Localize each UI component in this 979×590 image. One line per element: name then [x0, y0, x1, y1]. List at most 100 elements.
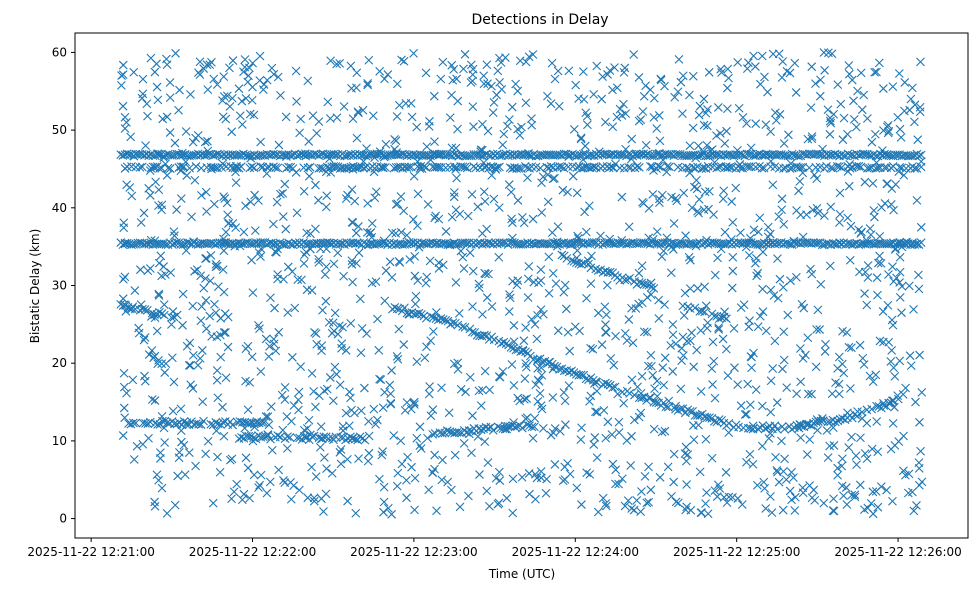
- data-point: [654, 314, 664, 323]
- data-point: [352, 68, 362, 78]
- data-point: [399, 206, 409, 216]
- data-point: [195, 70, 205, 79]
- data-point: [758, 284, 767, 294]
- data-point: [383, 503, 393, 513]
- data-point: [338, 322, 348, 332]
- data-point: [266, 402, 276, 411]
- data-point: [417, 309, 426, 319]
- data-point: [749, 225, 759, 235]
- data-point: [727, 235, 736, 244]
- data-point: [722, 83, 732, 93]
- data-point: [139, 208, 149, 218]
- data-point: [766, 285, 776, 295]
- data-point: [159, 262, 168, 271]
- data-point: [507, 164, 517, 173]
- data-point: [851, 122, 861, 132]
- data-point: [479, 158, 489, 168]
- data-point: [833, 416, 843, 426]
- data-point: [159, 300, 169, 310]
- data-point: [438, 455, 447, 465]
- data-point: [862, 300, 872, 310]
- data-point: [333, 248, 343, 258]
- data-point: [895, 292, 905, 302]
- data-point: [806, 103, 816, 112]
- data-point: [603, 417, 613, 427]
- data-point: [758, 247, 768, 257]
- data-point: [191, 133, 200, 143]
- data-point: [820, 65, 829, 75]
- data-point: [775, 109, 785, 119]
- data-point: [915, 417, 924, 427]
- data-point: [853, 86, 862, 96]
- data-point: [359, 157, 368, 166]
- data-point: [699, 120, 709, 130]
- data-point: [710, 393, 720, 403]
- data-point: [454, 428, 464, 438]
- data-point: [593, 308, 603, 318]
- data-point: [557, 250, 567, 260]
- data-point: [341, 408, 351, 418]
- data-point: [722, 104, 732, 114]
- data-point: [118, 70, 128, 80]
- data-point: [223, 210, 233, 220]
- data-point: [824, 48, 833, 58]
- data-point: [507, 360, 517, 369]
- data-point: [536, 363, 546, 373]
- data-point: [843, 167, 853, 176]
- data-point: [335, 59, 345, 68]
- data-point: [763, 222, 773, 232]
- data-point: [550, 361, 559, 371]
- data-point: [155, 307, 164, 317]
- data-point: [889, 363, 899, 373]
- data-point: [743, 379, 753, 389]
- data-point: [499, 129, 509, 139]
- data-point: [247, 162, 257, 172]
- data-point: [755, 79, 765, 89]
- data-point: [673, 498, 683, 508]
- data-point: [329, 326, 339, 336]
- data-point: [774, 49, 784, 59]
- data-point: [193, 360, 203, 370]
- data-point: [714, 239, 724, 249]
- data-point: [592, 377, 602, 387]
- data-point: [324, 317, 334, 327]
- data-point: [194, 419, 204, 429]
- data-point: [916, 446, 926, 456]
- data-point: [805, 435, 815, 444]
- data-point: [772, 398, 782, 407]
- data-point: [369, 167, 379, 177]
- data-point: [152, 59, 161, 69]
- data-point: [321, 202, 331, 212]
- data-point: [314, 254, 323, 264]
- data-point: [438, 429, 447, 438]
- data-point: [413, 221, 422, 231]
- data-point: [727, 283, 737, 293]
- data-point: [702, 140, 712, 150]
- data-point: [760, 151, 770, 161]
- data-point: [397, 459, 407, 469]
- data-point: [608, 459, 618, 469]
- data-point: [296, 362, 306, 371]
- data-point: [482, 486, 492, 496]
- data-point: [393, 354, 403, 364]
- data-point: [686, 505, 696, 515]
- data-point: [122, 162, 132, 172]
- data-point: [157, 483, 167, 493]
- data-point: [394, 324, 404, 334]
- data-point: [564, 152, 574, 161]
- data-point: [202, 207, 211, 216]
- data-point: [422, 272, 432, 282]
- data-point: [888, 82, 898, 92]
- data-point: [914, 270, 923, 280]
- data-point: [638, 107, 648, 116]
- data-point: [278, 425, 288, 435]
- data-point: [468, 302, 477, 311]
- data-point: [304, 137, 314, 146]
- data-point: [727, 197, 737, 206]
- data-point: [272, 247, 281, 257]
- data-point: [371, 187, 381, 197]
- data-point: [849, 96, 858, 106]
- data-point: [795, 420, 805, 429]
- data-point: [412, 357, 422, 367]
- data-point: [766, 376, 776, 386]
